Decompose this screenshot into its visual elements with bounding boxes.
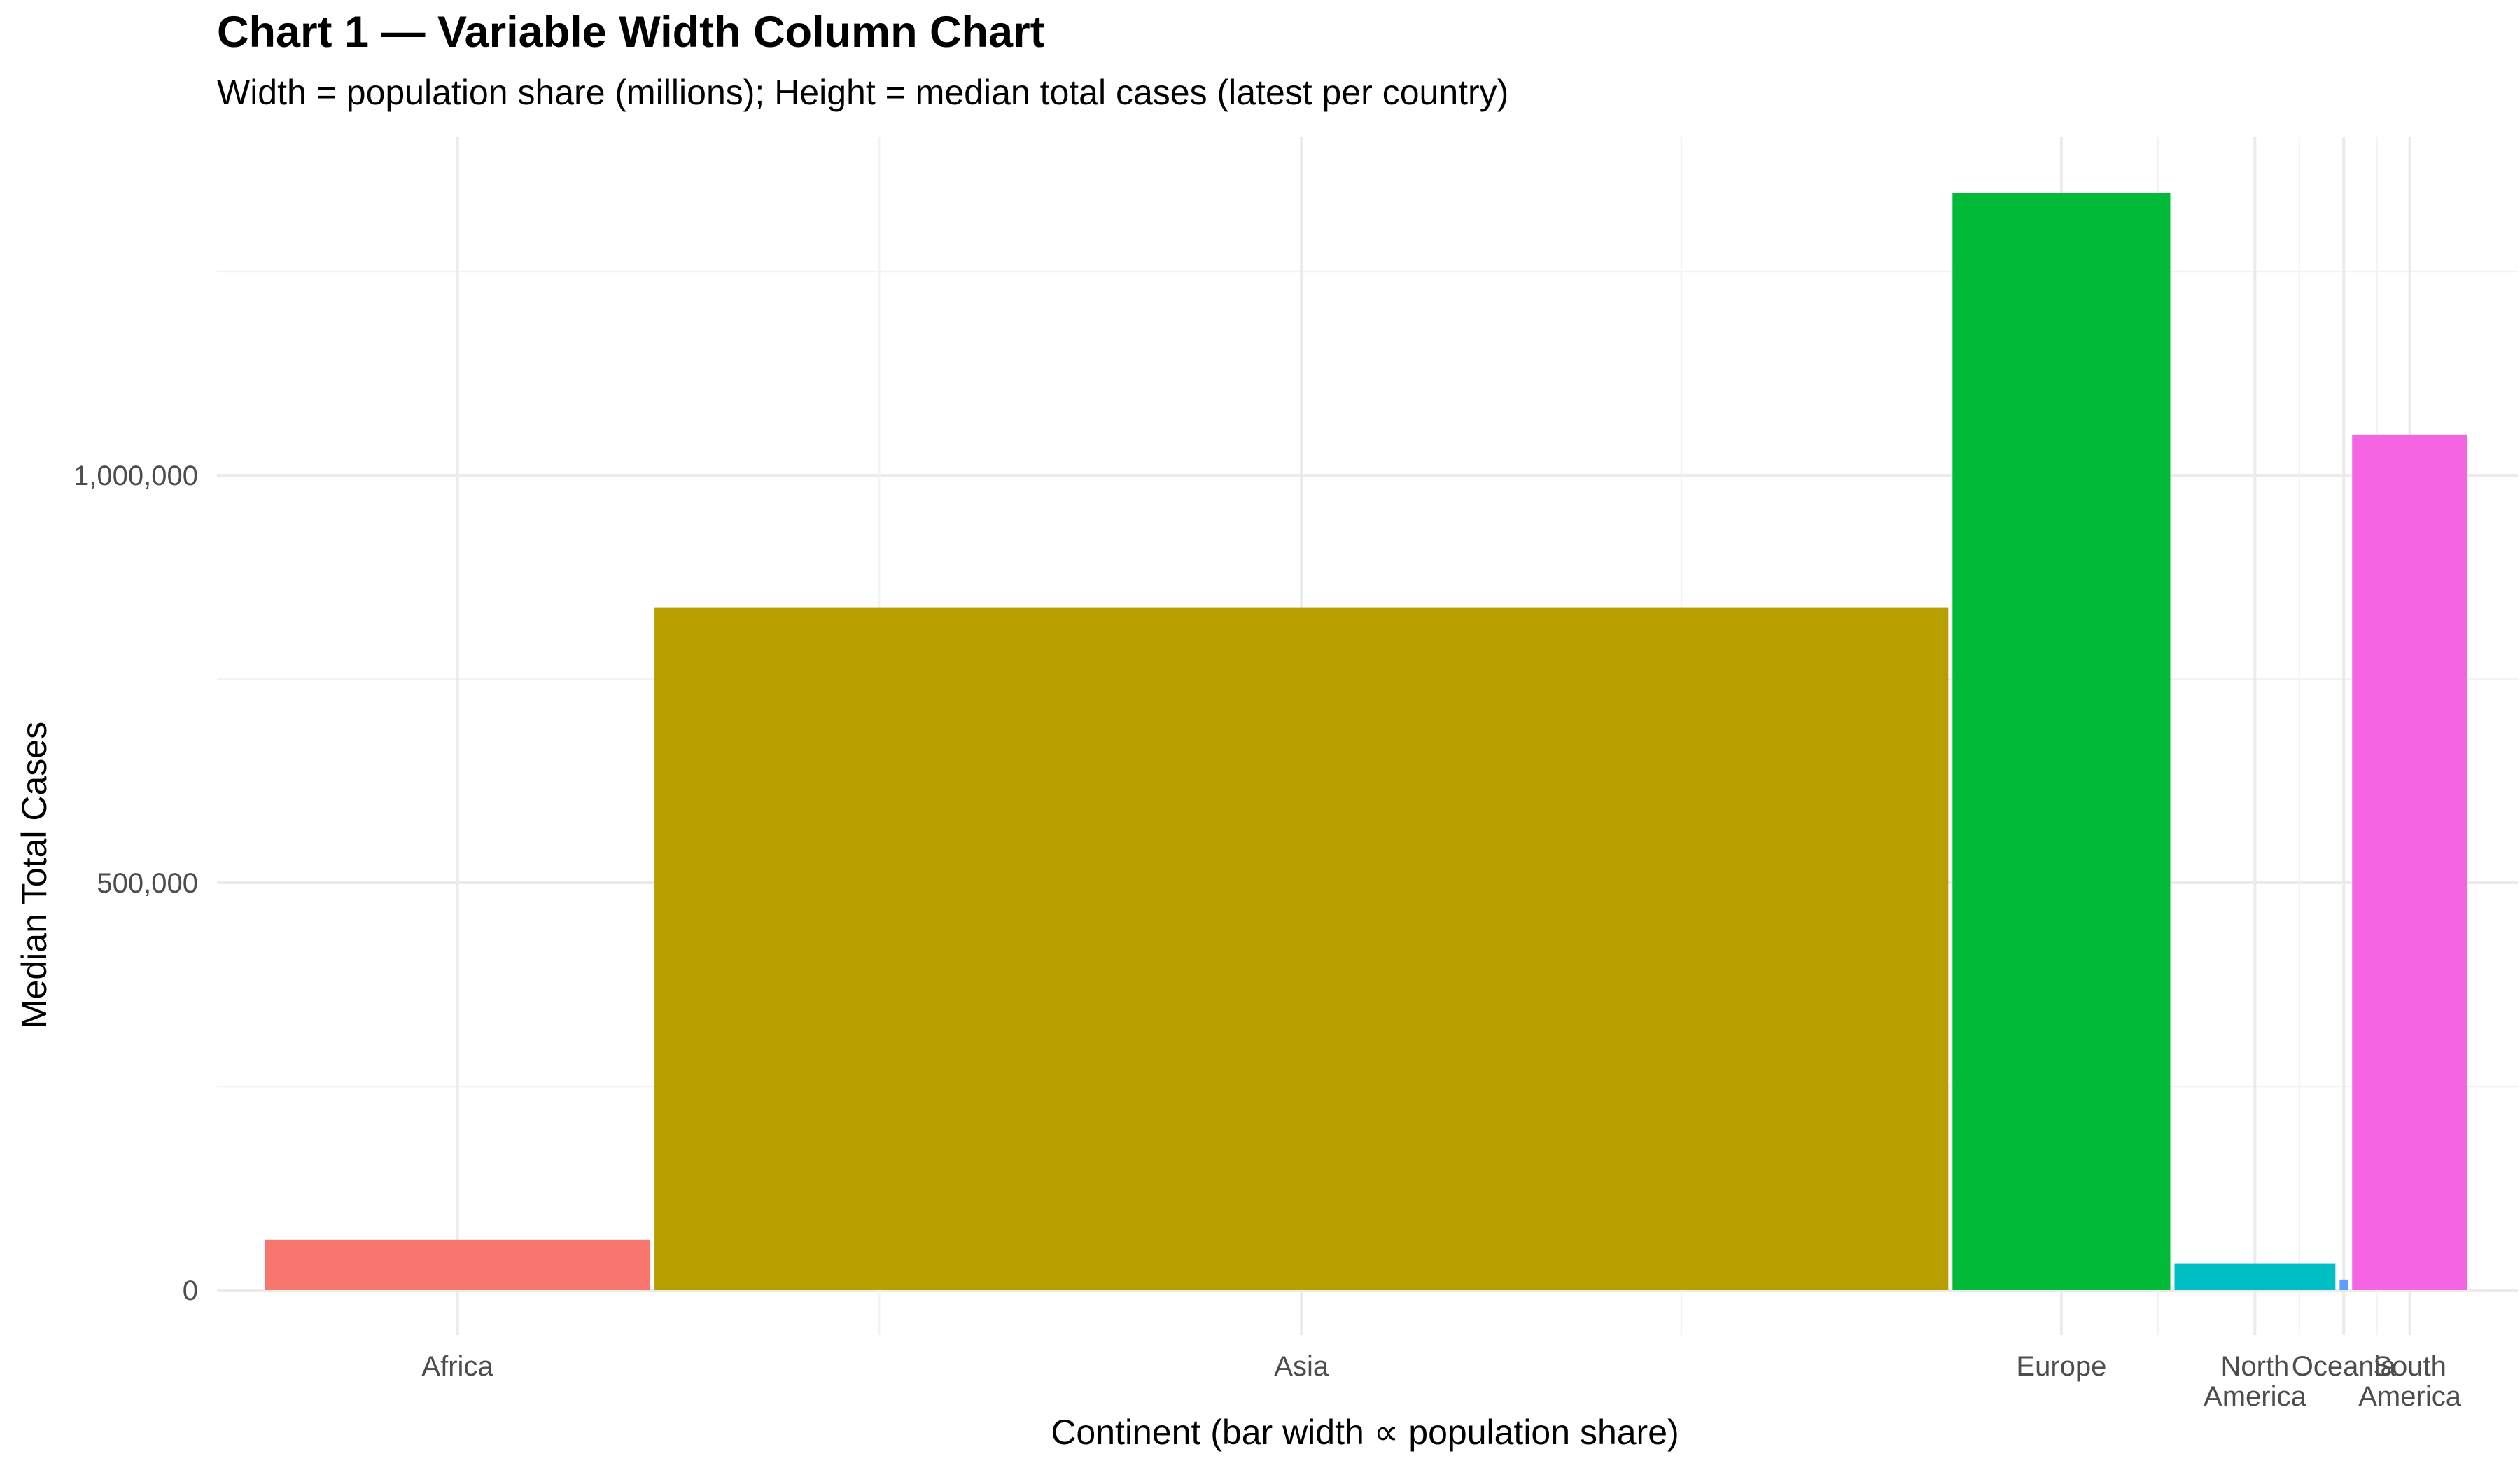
bar-north-america (2174, 1263, 2336, 1290)
x-tick-label-europe: Europe (2016, 1351, 2106, 1382)
y-axis-ticks: 0 500,000 1,000,000 (74, 461, 198, 1306)
x-tick-label-oceania: Oceania (2292, 1351, 2397, 1382)
bar-south-america (2352, 434, 2468, 1290)
bars (265, 192, 2468, 1290)
y-tick-label: 1,000,000 (74, 461, 198, 491)
bar-asia (654, 607, 1949, 1290)
x-axis-ticks: Africa Asia Europe North AmericaOceaniaSouth… (421, 1351, 2461, 1412)
y-tick-label: 500,000 (97, 868, 198, 899)
chart-subtitle: Width = population share (millions); Hei… (217, 73, 1509, 112)
bar-africa (265, 1239, 651, 1290)
y-axis-title: Median Total Cases (15, 722, 54, 1028)
x-tick-label-north-america: North America (2204, 1351, 2306, 1412)
x-tick-label-asia: Asia (1274, 1351, 1329, 1382)
x-axis-title: Continent (bar width ∝ population share) (1051, 1413, 1679, 1452)
bar-europe (1952, 192, 2171, 1290)
x-tick-label-south-america: South America (2358, 1351, 2461, 1412)
x-tick-label-africa: Africa (421, 1351, 493, 1382)
bar-oceania (2339, 1279, 2348, 1290)
chart-title: Chart 1 — Variable Width Column Chart (217, 8, 1045, 57)
y-tick-label: 0 (183, 1275, 198, 1306)
